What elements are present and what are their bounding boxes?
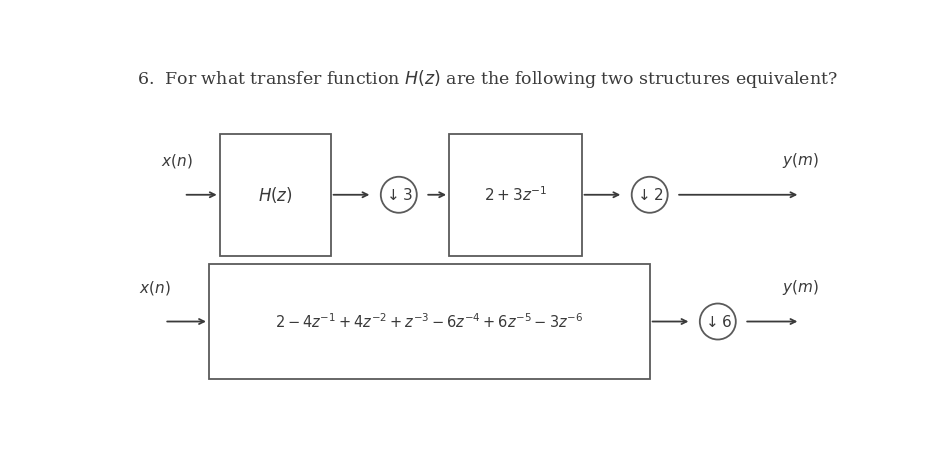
Text: $x(n)$: $x(n)$ (140, 279, 171, 297)
Text: $H(z)$: $H(z)$ (258, 185, 292, 205)
Text: $y(m)$: $y(m)$ (782, 152, 819, 170)
Text: 6.  For what transfer function $H(z)$ are the following two structures equivalen: 6. For what transfer function $H(z)$ are… (137, 68, 838, 90)
Text: $\downarrow 3$: $\downarrow 3$ (384, 187, 413, 203)
Bar (449, 134, 582, 256)
Bar (209, 264, 649, 379)
Ellipse shape (381, 177, 417, 213)
Ellipse shape (632, 177, 668, 213)
Ellipse shape (700, 304, 735, 340)
Bar (219, 134, 331, 256)
Text: $2 - 4z^{-1} + 4z^{-2} + z^{-3} - 6z^{-4} + 6z^{-5} - 3z^{-6}$: $2 - 4z^{-1} + 4z^{-2} + z^{-3} - 6z^{-4… (275, 312, 584, 331)
Text: $y(m)$: $y(m)$ (782, 278, 819, 297)
Text: $x(n)$: $x(n)$ (161, 152, 192, 170)
Text: $\downarrow 2$: $\downarrow 2$ (635, 187, 664, 203)
Text: $\downarrow 6$: $\downarrow 6$ (703, 313, 733, 330)
Text: $2 + 3z^{-1}$: $2 + 3z^{-1}$ (484, 185, 547, 204)
